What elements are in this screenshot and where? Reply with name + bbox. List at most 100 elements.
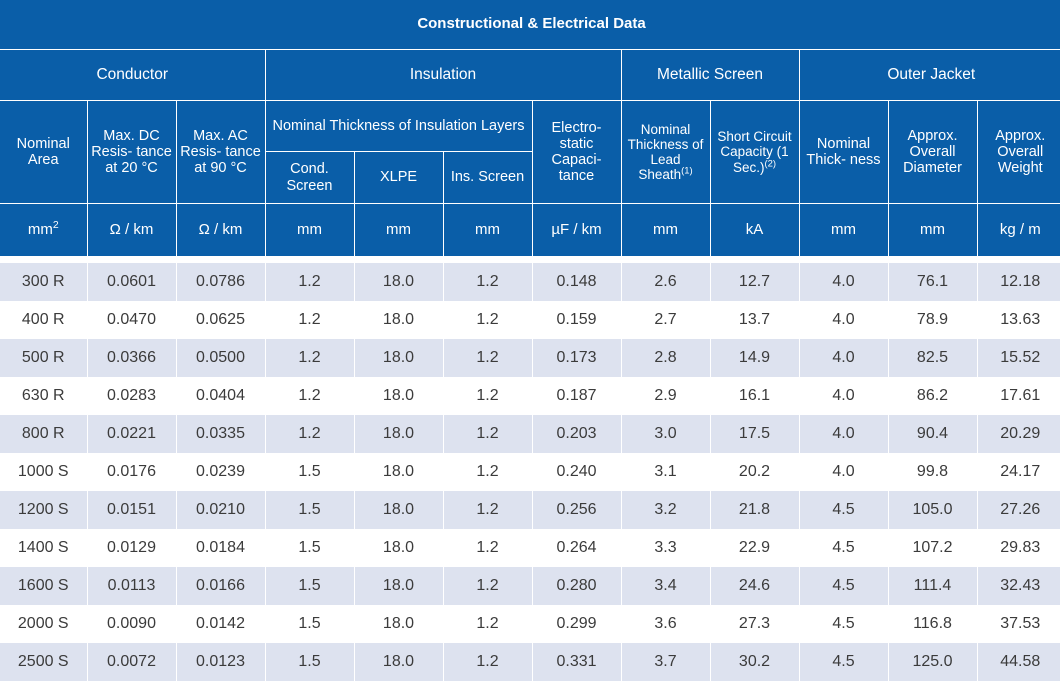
header-overall-diameter: Approx. Overall Diameter bbox=[887, 100, 978, 204]
cell-jacket-thickness: 4.0 bbox=[798, 263, 888, 301]
cell-ins-screen: 1.2 bbox=[442, 567, 532, 605]
cell-capacitance: 0.148 bbox=[531, 263, 621, 301]
cell-lead-sheath: 2.6 bbox=[620, 263, 710, 301]
cell-capacitance: 0.187 bbox=[531, 377, 621, 415]
cell-max-dc: 0.0601 bbox=[86, 263, 176, 301]
cell-jacket-thickness: 4.5 bbox=[798, 567, 888, 605]
cell-short-circuit: 22.9 bbox=[709, 529, 799, 567]
cell-lead-sheath: 3.0 bbox=[620, 415, 710, 453]
cell-jacket-thickness: 4.5 bbox=[798, 491, 888, 529]
cell-short-circuit: 30.2 bbox=[709, 643, 799, 681]
header-xlpe: XLPE bbox=[353, 151, 444, 204]
cell-short-circuit: 17.5 bbox=[709, 415, 799, 453]
table-row: 800 R 0.0221 0.0335 1.2 18.0 1.2 0.203 3.0 17.5 4… bbox=[0, 415, 1060, 453]
cell-short-circuit: 12.7 bbox=[709, 263, 799, 301]
cell-lead-sheath: 3.3 bbox=[620, 529, 710, 567]
cell-ins-screen: 1.2 bbox=[442, 453, 532, 491]
cell-short-circuit: 16.1 bbox=[709, 377, 799, 415]
cell-ins-screen: 1.2 bbox=[442, 529, 532, 567]
cell-max-ac: 0.0500 bbox=[175, 339, 265, 377]
table-title: Constructional & Electrical Data bbox=[0, 0, 1060, 50]
cell-xlpe: 18.0 bbox=[353, 263, 443, 301]
cell-overall-weight: 32.43 bbox=[976, 567, 1060, 605]
cell-xlpe: 18.0 bbox=[353, 377, 443, 415]
table-row: 630 R 0.0283 0.0404 1.2 18.0 1.2 0.187 2.9 16.1 4… bbox=[0, 377, 1060, 415]
header-nominal-area: Nominal Area bbox=[0, 100, 88, 204]
cell-jacket-thickness: 4.0 bbox=[798, 339, 888, 377]
cell-overall-diameter: 78.9 bbox=[887, 301, 977, 339]
table-row: 400 R 0.0470 0.0625 1.2 18.0 1.2 0.159 2.7 13.7 4… bbox=[0, 301, 1060, 339]
unit-area: mm2 bbox=[0, 203, 88, 257]
cell-capacitance: 0.173 bbox=[531, 339, 621, 377]
cell-capacitance: 0.299 bbox=[531, 605, 621, 643]
unit-cond-screen: mm bbox=[264, 203, 355, 257]
cell-cond-screen: 1.5 bbox=[264, 605, 354, 643]
cell-lead-sheath: 3.6 bbox=[620, 605, 710, 643]
cell-overall-weight: 27.26 bbox=[976, 491, 1060, 529]
group-conductor: Conductor bbox=[0, 49, 266, 101]
cell-jacket-thickness: 4.0 bbox=[798, 301, 888, 339]
cell-max-ac: 0.0210 bbox=[175, 491, 265, 529]
unit-ac: Ω / km bbox=[175, 203, 266, 257]
cell-overall-diameter: 107.2 bbox=[887, 529, 977, 567]
cell-cond-screen: 1.5 bbox=[264, 529, 354, 567]
cell-short-circuit: 13.7 bbox=[709, 301, 799, 339]
cell-overall-diameter: 76.1 bbox=[887, 263, 977, 301]
cell-ins-screen: 1.2 bbox=[442, 643, 532, 681]
cell-cond-screen: 1.5 bbox=[264, 567, 354, 605]
cell-overall-weight: 17.61 bbox=[976, 377, 1060, 415]
cell-overall-weight: 44.58 bbox=[976, 643, 1060, 681]
cell-lead-sheath: 3.7 bbox=[620, 643, 710, 681]
cell-xlpe: 18.0 bbox=[353, 529, 443, 567]
cell-jacket-thickness: 4.0 bbox=[798, 453, 888, 491]
cell-nominal-area: 1600 S bbox=[0, 567, 87, 605]
cell-short-circuit: 14.9 bbox=[709, 339, 799, 377]
cell-overall-diameter: 86.2 bbox=[887, 377, 977, 415]
cell-lead-sheath: 2.9 bbox=[620, 377, 710, 415]
cell-ins-screen: 1.2 bbox=[442, 263, 532, 301]
table-row: 1600 S 0.0113 0.0166 1.5 18.0 1.2 0.280 3.4 24.6… bbox=[0, 567, 1060, 605]
cell-max-dc: 0.0090 bbox=[86, 605, 176, 643]
cell-max-dc: 0.0221 bbox=[86, 415, 176, 453]
unit-ins-screen: mm bbox=[442, 203, 533, 257]
footnote-marker-2: (2) bbox=[764, 158, 777, 170]
unit-area-base: mm bbox=[27, 220, 53, 238]
cell-nominal-area: 1400 S bbox=[0, 529, 87, 567]
cell-capacitance: 0.331 bbox=[531, 643, 621, 681]
cell-capacitance: 0.264 bbox=[531, 529, 621, 567]
cell-nominal-area: 300 R bbox=[0, 263, 87, 301]
cell-cond-screen: 1.2 bbox=[264, 339, 354, 377]
cell-nominal-area: 400 R bbox=[0, 301, 87, 339]
table-row: 2000 S 0.0090 0.0142 1.5 18.0 1.2 0.299 3.6 27.3… bbox=[0, 605, 1060, 643]
cell-xlpe: 18.0 bbox=[353, 605, 443, 643]
cell-ins-screen: 1.2 bbox=[442, 605, 532, 643]
cell-lead-sheath: 3.1 bbox=[620, 453, 710, 491]
cell-xlpe: 18.0 bbox=[353, 453, 443, 491]
header-cond-screen: Cond. Screen bbox=[265, 151, 355, 204]
header-lead-sheath-label: Nominal Thickness of Lead Sheath bbox=[627, 121, 704, 183]
unit-capacitance: µF / km bbox=[531, 203, 622, 257]
cell-max-ac: 0.0335 bbox=[175, 415, 265, 453]
cell-nominal-area: 1200 S bbox=[0, 491, 87, 529]
cell-jacket-thickness: 4.0 bbox=[798, 415, 888, 453]
cell-xlpe: 18.0 bbox=[353, 491, 443, 529]
cell-cond-screen: 1.2 bbox=[264, 301, 354, 339]
header-max-dc-resistance: Max. DC Resis- tance at 20 °C bbox=[86, 100, 177, 204]
cell-overall-weight: 15.52 bbox=[976, 339, 1060, 377]
cell-overall-diameter: 99.8 bbox=[887, 453, 977, 491]
cell-max-ac: 0.0239 bbox=[175, 453, 265, 491]
table-row: 300 R 0.0601 0.0786 1.2 18.0 1.2 0.148 2.6 12.7 4… bbox=[0, 263, 1060, 301]
cell-short-circuit: 24.6 bbox=[709, 567, 799, 605]
cell-lead-sheath: 3.2 bbox=[620, 491, 710, 529]
cell-max-ac: 0.0123 bbox=[175, 643, 265, 681]
cell-overall-diameter: 116.8 bbox=[887, 605, 977, 643]
unit-area-exponent: 2 bbox=[52, 218, 59, 231]
header-ins-screen: Ins. Screen bbox=[442, 151, 532, 204]
cell-nominal-area: 1000 S bbox=[0, 453, 87, 491]
cell-nominal-area: 2500 S bbox=[0, 643, 87, 681]
table-row: 500 R 0.0366 0.0500 1.2 18.0 1.2 0.173 2.8 14.9 4… bbox=[0, 339, 1060, 377]
cell-overall-diameter: 90.4 bbox=[887, 415, 977, 453]
cell-max-dc: 0.0113 bbox=[86, 567, 176, 605]
cell-cond-screen: 1.5 bbox=[264, 491, 354, 529]
